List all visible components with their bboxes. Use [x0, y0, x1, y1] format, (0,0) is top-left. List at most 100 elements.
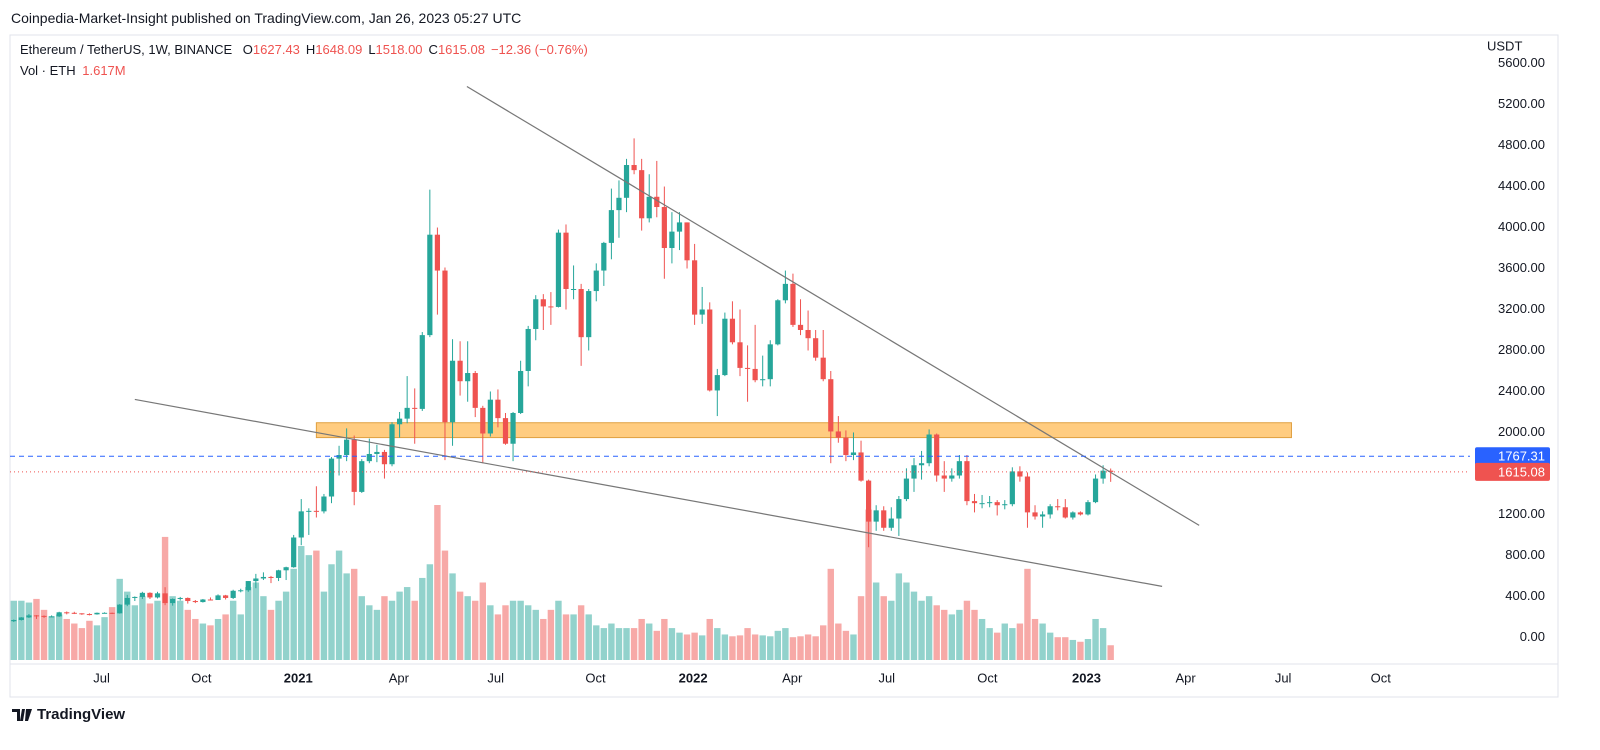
volume-bar	[411, 600, 418, 660]
volume-bar	[1099, 628, 1107, 660]
price-label: 1767.31	[1498, 449, 1545, 464]
candle-body	[533, 299, 539, 329]
symbol-title: Ethereum / TetherUS, 1W, BINANCE	[20, 42, 233, 57]
candle-body	[260, 576, 267, 579]
volume-bar	[449, 573, 456, 660]
ohlc-legend-item: −12.36 (−0.76%)	[490, 42, 588, 57]
candle-body	[797, 324, 804, 330]
volume-bar	[577, 605, 585, 660]
volume-bar	[108, 607, 116, 660]
candle-body	[820, 357, 826, 380]
candle-body	[1009, 471, 1015, 505]
candle-body	[268, 576, 274, 578]
volume-bar	[199, 623, 207, 660]
volume-bar	[456, 591, 464, 660]
volume-bar	[736, 635, 744, 660]
x-tick-label: 2021	[284, 670, 313, 685]
brand-name: TradingView	[37, 706, 126, 723]
volume-bar	[994, 632, 1001, 660]
candle-body	[442, 270, 448, 423]
volume-bar	[124, 591, 131, 660]
candle-body	[570, 289, 577, 291]
brand-logo	[12, 708, 32, 721]
volume-bar	[570, 614, 577, 660]
candle-body	[540, 299, 546, 307]
y-tick-label: 1200.00	[1498, 506, 1545, 521]
volume-bar	[1054, 637, 1061, 660]
candle-body	[601, 242, 607, 271]
candle-body	[207, 599, 214, 601]
candle-body	[472, 373, 478, 408]
price-label: 1615.08	[1498, 464, 1545, 479]
candle-body	[586, 291, 592, 338]
volume-bar	[956, 609, 963, 660]
volume-bar	[721, 634, 729, 660]
candle-body	[654, 196, 660, 208]
candle-body	[858, 452, 864, 481]
candle-body	[1100, 470, 1106, 479]
candle-body	[888, 518, 894, 528]
volume-bar	[298, 546, 305, 660]
candle-body	[109, 612, 115, 614]
candle-body	[71, 612, 77, 614]
volume-bar	[804, 634, 812, 660]
x-tick-label: Jul	[1275, 670, 1292, 685]
candle-body	[351, 439, 357, 492]
volume-bar	[139, 596, 146, 660]
volume-bar	[101, 617, 108, 660]
candle-body	[729, 318, 736, 343]
candle-body	[669, 231, 675, 249]
y-tick-label: 5200.00	[1498, 96, 1545, 111]
volume-bar	[78, 628, 86, 660]
volume-bar	[320, 591, 328, 660]
volume-bar	[676, 632, 683, 660]
resistance-zone	[315, 422, 1292, 439]
volume-bar	[1001, 623, 1008, 660]
volume-bar	[396, 591, 403, 660]
volume-bar	[381, 596, 388, 660]
volume-bar	[10, 600, 17, 660]
volume-bar	[744, 628, 751, 660]
y-tick-label: 800.00	[1505, 547, 1545, 562]
ohlc-legend-item: 1615.08	[437, 42, 485, 57]
volume-bar	[207, 625, 214, 660]
candle-body	[790, 283, 796, 325]
candle-body	[918, 463, 925, 466]
candle-body	[661, 207, 667, 249]
candle-body	[1055, 506, 1061, 508]
y-tick-label: 2800.00	[1498, 342, 1545, 357]
candle-body	[487, 399, 493, 434]
candle-body	[366, 453, 372, 462]
volume-bar	[260, 596, 267, 660]
volume-bar	[1039, 623, 1046, 660]
volume-bar	[608, 623, 615, 660]
candle-body	[11, 619, 17, 622]
candle-body	[971, 501, 978, 504]
volume-bar	[214, 618, 222, 660]
candle-body	[154, 593, 161, 598]
candle-body	[404, 407, 410, 419]
volume-bar	[305, 555, 313, 660]
x-tick-label: Oct	[1371, 670, 1392, 685]
volume-bar	[192, 618, 199, 660]
candle-body	[518, 370, 524, 413]
volume-bar	[388, 600, 396, 660]
volume-bar	[668, 628, 676, 660]
footer-brand: TradingView	[12, 706, 125, 723]
volume-bar	[903, 582, 910, 660]
volume-bar	[615, 628, 623, 660]
candle-body	[64, 612, 70, 614]
candle-body	[949, 475, 955, 479]
candle-body	[465, 373, 471, 382]
volume-bar	[229, 600, 237, 660]
candle-body	[18, 617, 24, 620]
candle-body	[1092, 478, 1099, 503]
volume-bar	[116, 578, 123, 660]
volume-bar	[25, 602, 33, 660]
volume-bar	[888, 600, 895, 660]
candle-body	[752, 368, 758, 381]
volume-bar	[880, 596, 887, 660]
currency-bg	[1475, 38, 1555, 56]
candle-body	[1062, 507, 1068, 518]
